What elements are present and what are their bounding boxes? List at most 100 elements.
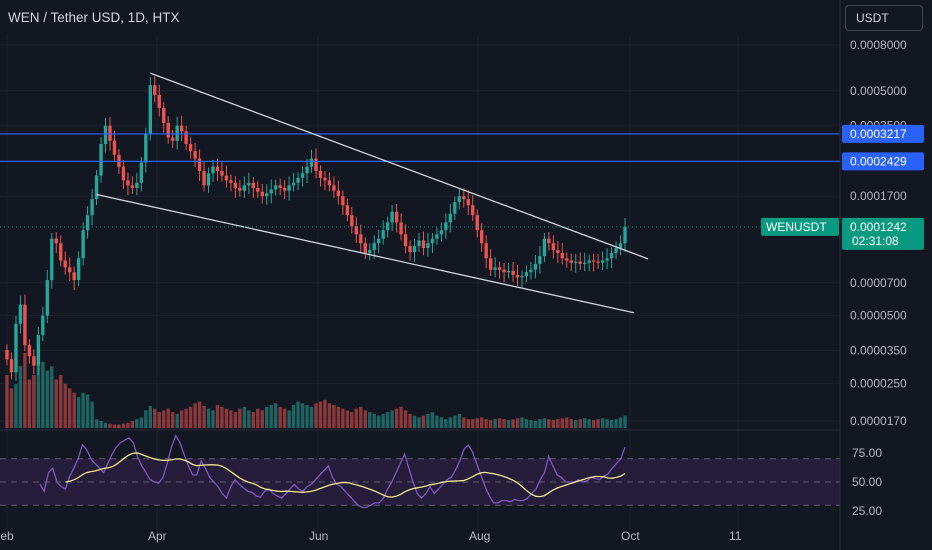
volume-bar bbox=[538, 419, 542, 428]
candle-body bbox=[18, 304, 23, 324]
volume-bar bbox=[327, 403, 332, 428]
volume-bar bbox=[614, 419, 618, 428]
candle-body bbox=[229, 180, 233, 183]
candle-body bbox=[547, 238, 551, 244]
candle-body bbox=[265, 193, 269, 197]
candle-body bbox=[9, 359, 14, 373]
candle-body bbox=[466, 199, 470, 206]
volume-bar bbox=[233, 412, 238, 428]
candle-body bbox=[318, 171, 323, 178]
volume-bar bbox=[32, 375, 36, 428]
candle-body bbox=[23, 304, 27, 346]
horizontal-levels[interactable] bbox=[0, 133, 840, 162]
candle-body bbox=[14, 323, 18, 373]
volume-bar bbox=[376, 415, 381, 428]
volume-bar bbox=[184, 408, 188, 428]
candle-body bbox=[578, 261, 582, 264]
candle-body bbox=[363, 243, 367, 254]
candle-body bbox=[296, 177, 300, 183]
candle-body bbox=[511, 271, 515, 275]
candle-body bbox=[497, 267, 502, 270]
volume-bar bbox=[479, 417, 484, 428]
candle-body bbox=[359, 234, 363, 244]
candle-body bbox=[605, 258, 609, 261]
candle-body bbox=[81, 230, 85, 259]
candle-body bbox=[287, 185, 291, 191]
candle-body bbox=[462, 196, 466, 200]
price-tick-label: 0.0008000 bbox=[850, 38, 907, 52]
time-axis[interactable]: Feb Apr Jun Aug Oct 11 bbox=[0, 529, 742, 543]
candle-body bbox=[32, 356, 36, 366]
candle-body bbox=[50, 238, 54, 281]
volume-bar bbox=[556, 419, 560, 428]
candle-body bbox=[327, 180, 332, 186]
candle-body bbox=[193, 151, 197, 159]
candle-body bbox=[59, 243, 63, 261]
volume-bar bbox=[430, 412, 435, 428]
volume-bar bbox=[211, 410, 215, 428]
volume-bar bbox=[412, 415, 417, 428]
volume-bar bbox=[202, 405, 206, 428]
candle-body bbox=[609, 253, 614, 259]
candle-body bbox=[542, 238, 547, 257]
candle-body bbox=[381, 230, 385, 239]
volume-bar bbox=[117, 424, 121, 428]
candle-body bbox=[524, 272, 529, 277]
volume-bar bbox=[85, 394, 90, 428]
volume-bar bbox=[394, 408, 399, 428]
volume-bar bbox=[565, 417, 569, 428]
currency-button[interactable]: USDT bbox=[845, 5, 923, 31]
volume-bar bbox=[59, 375, 63, 428]
volume-bar bbox=[381, 413, 385, 428]
volume-bar bbox=[309, 406, 314, 428]
candle-body bbox=[385, 222, 390, 231]
candle-body bbox=[90, 199, 94, 216]
volume-bar bbox=[238, 408, 242, 428]
volume-bar bbox=[408, 413, 412, 428]
volume-bar bbox=[45, 370, 50, 428]
candle-body bbox=[479, 230, 484, 244]
trendlines[interactable] bbox=[96, 72, 649, 314]
volume-bar bbox=[242, 406, 247, 428]
last-price-text: 0.0001242 bbox=[850, 220, 907, 234]
candle-body bbox=[376, 238, 381, 244]
volume-bar bbox=[90, 401, 94, 428]
candle-body bbox=[126, 180, 130, 186]
volume-bar bbox=[300, 403, 305, 428]
volume-bar bbox=[453, 415, 457, 428]
volume-bar bbox=[457, 413, 462, 428]
volume-bar bbox=[188, 406, 193, 428]
volume-bar bbox=[497, 418, 502, 428]
candle-body bbox=[197, 158, 202, 172]
volume-bar bbox=[139, 417, 144, 428]
volume-bar bbox=[175, 413, 179, 428]
time-tick-label: Oct bbox=[621, 529, 640, 543]
candle-body bbox=[206, 173, 211, 186]
candle-body bbox=[260, 191, 264, 197]
candle-body bbox=[85, 215, 90, 231]
candle-body bbox=[399, 222, 403, 235]
candle-body bbox=[202, 171, 206, 186]
volume-bar bbox=[609, 420, 614, 428]
volume-bar bbox=[27, 379, 32, 428]
candle-body bbox=[372, 243, 376, 250]
candle-body bbox=[582, 262, 587, 264]
upper-trendline bbox=[150, 72, 649, 260]
volume-bar bbox=[179, 410, 184, 428]
price-axis[interactable]: 0.00080000.00050000.00035000.00017000.00… bbox=[839, 0, 907, 550]
candle-body bbox=[600, 260, 605, 263]
candle-body bbox=[309, 158, 314, 167]
volume-bar bbox=[551, 420, 556, 428]
volume-bar bbox=[76, 397, 81, 428]
candle-body bbox=[188, 144, 193, 152]
volume-bar bbox=[153, 408, 157, 428]
candle-body bbox=[341, 196, 345, 206]
candle-body bbox=[247, 182, 251, 186]
price-tick-label: 0.0000170 bbox=[850, 414, 907, 428]
candle-body bbox=[139, 162, 144, 183]
candle-body bbox=[251, 182, 256, 188]
candle-body bbox=[439, 230, 444, 235]
volume-bar bbox=[18, 366, 23, 428]
candle-body bbox=[224, 175, 229, 181]
